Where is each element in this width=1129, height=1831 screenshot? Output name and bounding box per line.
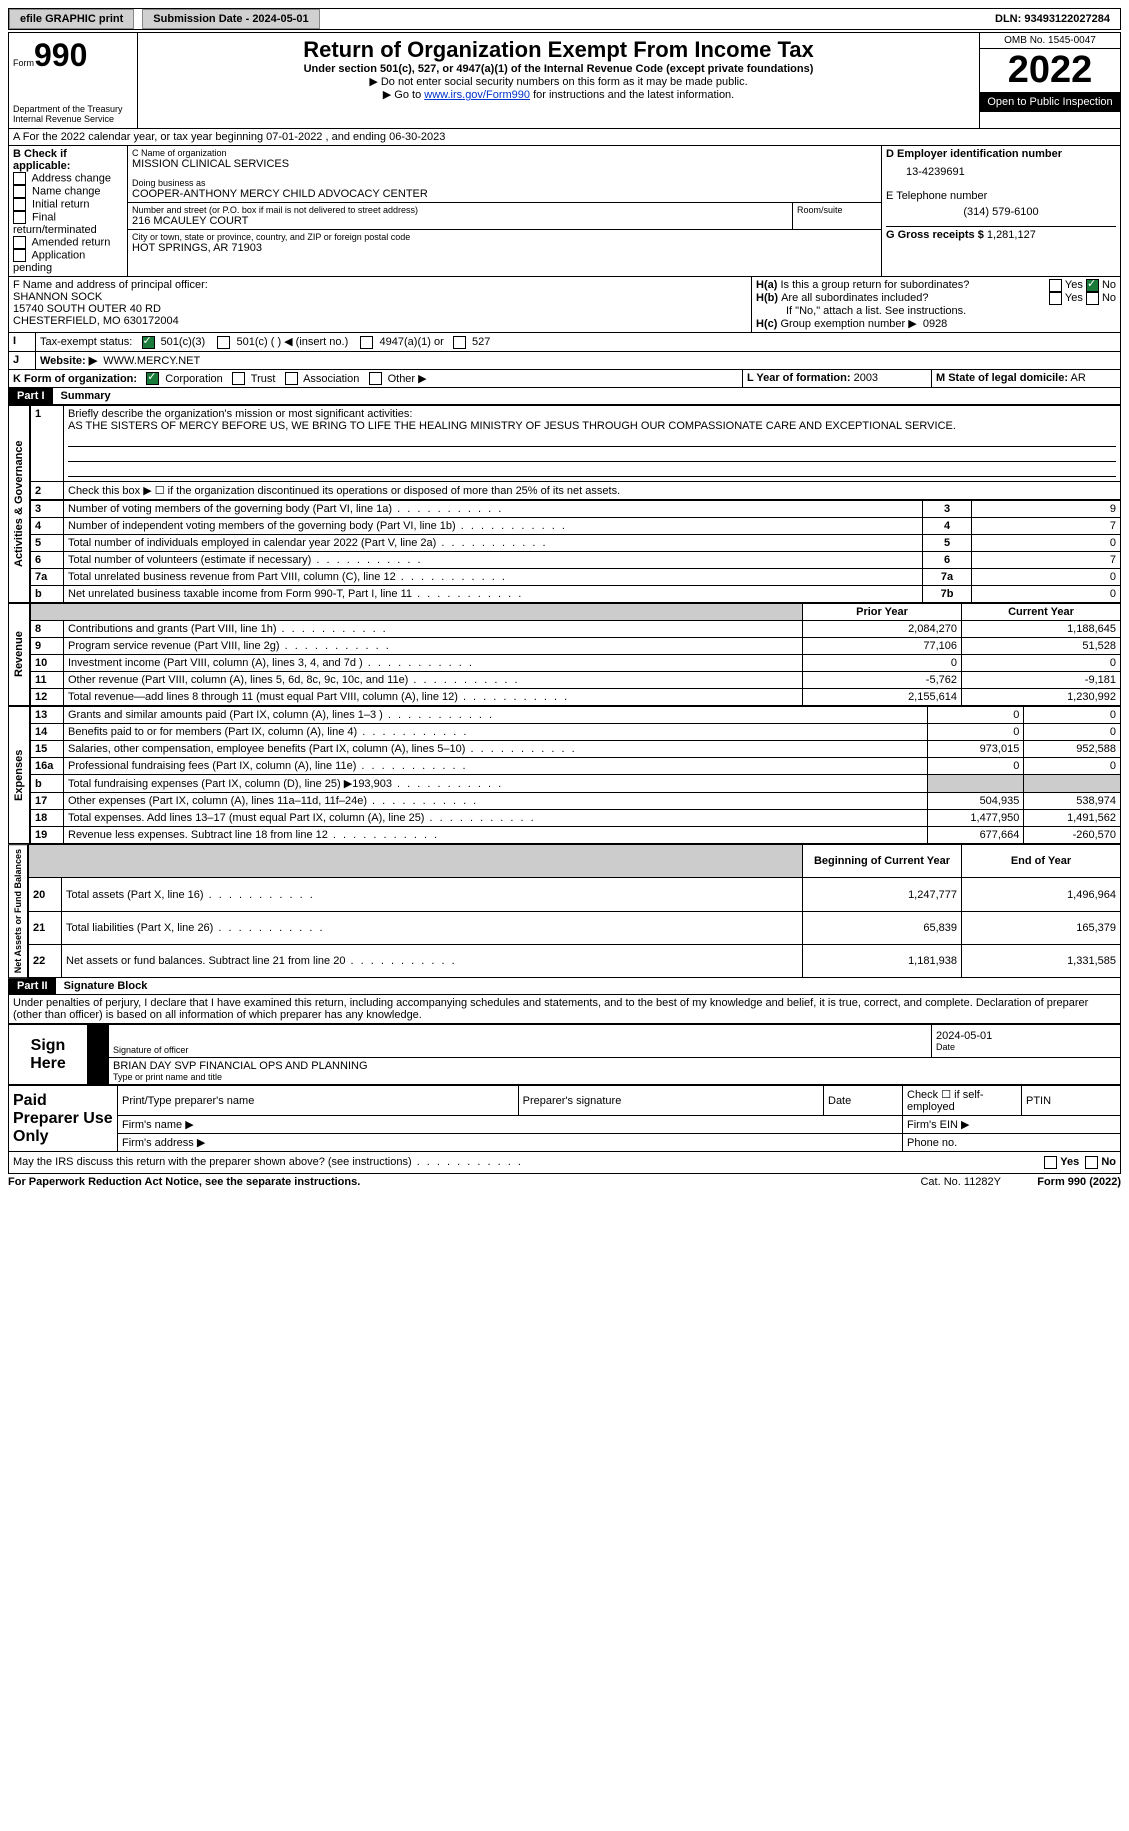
c-dba-label: Doing business as xyxy=(132,178,877,188)
b-opt[interactable]: Amended return xyxy=(13,236,123,249)
declaration: Under penalties of perjury, I declare th… xyxy=(8,995,1121,1024)
tax-year: 2022 xyxy=(980,49,1120,92)
f-label: F Name and address of principal officer: xyxy=(13,279,747,291)
line-a: A For the 2022 calendar year, or tax yea… xyxy=(8,129,1121,146)
efile-button[interactable]: efile GRAPHIC print xyxy=(9,9,134,29)
part2-bar: Part IISignature Block xyxy=(8,978,1121,995)
line-j: J Website: ▶ WWW.MERCY.NET xyxy=(8,352,1121,370)
b-opt[interactable]: Address change xyxy=(13,172,123,185)
c-dba: COOPER-ANTHONY MERCY CHILD ADVOCACY CENT… xyxy=(132,188,877,200)
dept-label: Department of the Treasury Internal Reve… xyxy=(13,104,133,124)
f-addr1: 15740 SOUTH OUTER 40 RD xyxy=(13,303,747,315)
mission: AS THE SISTERS OF MERCY BEFORE US, WE BR… xyxy=(68,420,956,432)
d-val: 13-4239691 xyxy=(886,160,1116,190)
form-label: Form xyxy=(13,58,34,68)
note-ssn: ▶ Do not enter social security numbers o… xyxy=(142,75,975,88)
hb-q: Are all subordinates included? xyxy=(781,292,1049,305)
e-label: E Telephone number xyxy=(886,190,1116,202)
dln: DLN: 93493122027284 xyxy=(985,10,1120,28)
form-title: Return of Organization Exempt From Incom… xyxy=(142,37,975,63)
irs-link[interactable]: www.irs.gov/Form990 xyxy=(424,89,530,101)
section-summary: Activities & Governance 1 Briefly descri… xyxy=(8,405,1121,603)
top-toolbar: efile GRAPHIC print Submission Date - 20… xyxy=(8,8,1121,30)
j-website: WWW.MERCY.NET xyxy=(103,355,200,367)
c-name-label: C Name of organization xyxy=(132,148,877,158)
f-addr2: CHESTERFIELD, MO 630172004 xyxy=(13,315,747,327)
g-label: G Gross receipts $ xyxy=(886,229,984,241)
ha-yes[interactable] xyxy=(1049,279,1062,292)
i-501c[interactable] xyxy=(217,336,230,349)
form-header: Form990 Department of the Treasury Inter… xyxy=(8,32,1121,129)
i-527[interactable] xyxy=(453,336,466,349)
discuss-no[interactable] xyxy=(1085,1156,1098,1169)
k-assoc[interactable] xyxy=(285,372,298,385)
f-name: SHANNON SOCK xyxy=(13,291,747,303)
note-goto: ▶ Go to www.irs.gov/Form990 for instruct… xyxy=(142,88,975,101)
g-val: 1,281,127 xyxy=(987,229,1036,241)
side-rev: Revenue xyxy=(8,603,30,706)
c-addr-label: Number and street (or P.O. box if mail i… xyxy=(132,205,788,215)
b-opt[interactable]: Name change xyxy=(13,185,123,198)
line-klm: K Form of organization: Corporation Trus… xyxy=(8,370,1121,389)
i-501c3[interactable] xyxy=(142,336,155,349)
c-name: MISSION CLINICAL SERVICES xyxy=(132,158,877,170)
d-label: D Employer identification number xyxy=(886,148,1116,160)
c-room-label: Room/suite xyxy=(793,203,881,229)
side-ag: Activities & Governance xyxy=(8,405,30,603)
hc-label: Group exemption number ▶ xyxy=(780,318,916,330)
form-number: 990 xyxy=(34,37,87,73)
part1-bar: Part ISummary xyxy=(8,388,1121,405)
l-val: 2003 xyxy=(854,372,878,384)
b-label: B Check if applicable: xyxy=(13,148,123,172)
side-na: Net Assets or Fund Balances xyxy=(8,844,28,978)
b-opt[interactable]: Final return/terminated xyxy=(13,211,123,236)
hb-yes[interactable] xyxy=(1049,292,1062,305)
hb-note: If "No," attach a list. See instructions… xyxy=(756,305,1116,317)
omb: OMB No. 1545-0047 xyxy=(980,33,1120,49)
k-corp[interactable] xyxy=(146,372,159,385)
side-exp: Expenses xyxy=(8,706,30,844)
k-other[interactable] xyxy=(369,372,382,385)
b-opt[interactable]: Application pending xyxy=(13,249,123,274)
submission-date: Submission Date - 2024-05-01 xyxy=(142,9,319,29)
c-city: HOT SPRINGS, AR 71903 xyxy=(132,242,877,254)
paid-preparer: Paid Preparer Use Only Print/Type prepar… xyxy=(8,1085,1121,1152)
line-i: I Tax-exempt status: 501(c)(3) 501(c) ( … xyxy=(8,333,1121,352)
footer: For Paperwork Reduction Act Notice, see … xyxy=(8,1174,1121,1190)
c-addr: 216 MCAULEY COURT xyxy=(132,215,788,227)
hc-val: 0928 xyxy=(923,318,947,330)
k-trust[interactable] xyxy=(232,372,245,385)
b-opt[interactable]: Initial return xyxy=(13,198,123,211)
m-val: AR xyxy=(1070,372,1085,384)
hb-no[interactable] xyxy=(1086,292,1099,305)
irs-discuss: May the IRS discuss this return with the… xyxy=(8,1152,1121,1174)
e-val: (314) 579-6100 xyxy=(886,202,1116,226)
ha-no[interactable] xyxy=(1086,279,1099,292)
form-subtitle: Under section 501(c), 527, or 4947(a)(1)… xyxy=(142,63,975,75)
discuss-yes[interactable] xyxy=(1044,1156,1057,1169)
block-fh: F Name and address of principal officer:… xyxy=(8,277,1121,333)
block-bcdefg: B Check if applicable: Address change Na… xyxy=(8,146,1121,277)
table-ag: 1 Briefly describe the organization's mi… xyxy=(30,405,1121,500)
i-4947[interactable] xyxy=(360,336,373,349)
officer-name: BRIAN DAY SVP FINANCIAL OPS AND PLANNING xyxy=(113,1060,1116,1072)
open-inspection: Open to Public Inspection xyxy=(980,92,1120,112)
c-city-label: City or town, state or province, country… xyxy=(132,232,877,242)
sign-block: Sign Here Signature of officer 2024-05-0… xyxy=(8,1024,1121,1085)
ha-q: Is this a group return for subordinates? xyxy=(780,279,1048,292)
